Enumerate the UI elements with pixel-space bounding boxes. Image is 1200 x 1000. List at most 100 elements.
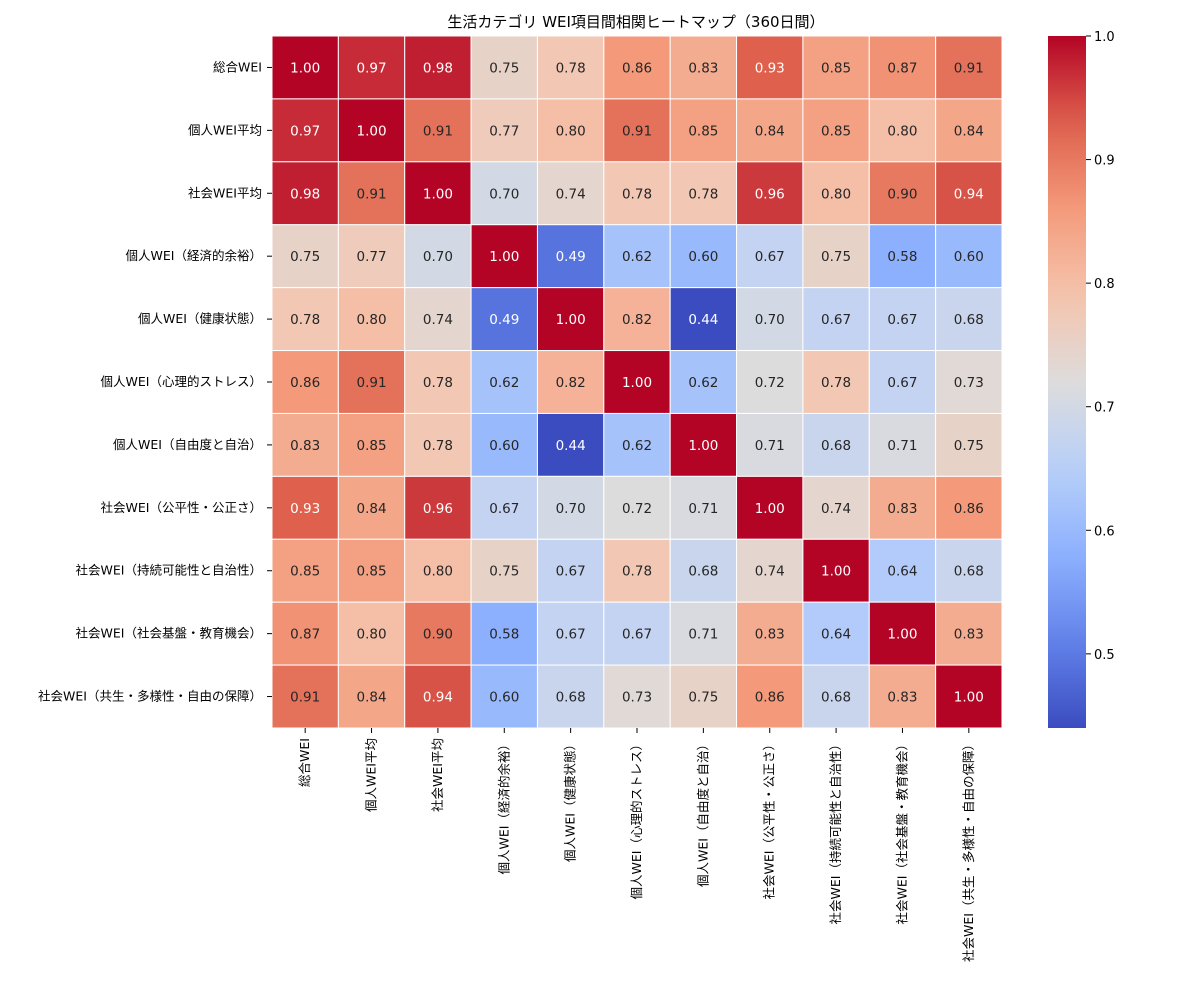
cell-value-label: 0.75 — [489, 564, 519, 580]
cell-value-label: 0.82 — [556, 375, 586, 391]
heatmap-cell — [271, 35, 339, 100]
heatmap-cell — [337, 664, 406, 729]
cell-value-label: 0.49 — [489, 312, 519, 328]
cell-value-label: 0.78 — [821, 375, 851, 391]
cell-value-label: 0.80 — [357, 312, 387, 328]
cell-value-label: 0.75 — [688, 690, 718, 706]
cell-value-label: 1.00 — [556, 312, 586, 328]
cell-value-label: 0.77 — [357, 249, 387, 265]
cell-value-label: 0.62 — [622, 438, 652, 454]
cell-value-label: 0.96 — [423, 501, 453, 517]
cell-value-label: 0.74 — [556, 186, 586, 202]
cell-value-label: 0.85 — [357, 438, 387, 454]
cell-value-label: 0.75 — [489, 60, 519, 76]
heatmap-cell — [603, 98, 671, 163]
cell-value-label: 0.94 — [954, 186, 984, 202]
heatmap-cell — [935, 538, 1003, 603]
cell-value-label: 0.80 — [821, 186, 851, 202]
heatmap-cell — [736, 601, 804, 666]
x-tick-label: 総合WEI — [297, 738, 312, 787]
heatmap-cell — [603, 664, 671, 729]
heatmap-cell — [603, 475, 671, 540]
cell-value-label: 0.68 — [821, 690, 851, 706]
colorbar-tick-label: 1.0 — [1094, 30, 1115, 45]
heatmap-cell — [603, 538, 671, 603]
cell-value-label: 0.91 — [423, 123, 453, 139]
cell-value-label: 1.00 — [755, 501, 785, 517]
heatmap-cell — [935, 35, 1003, 100]
heatmap-cell — [935, 98, 1003, 163]
cell-value-label: 0.67 — [887, 312, 917, 328]
cell-value-label: 0.73 — [622, 690, 652, 706]
cell-value-label: 0.85 — [821, 60, 851, 76]
heatmap-cell — [935, 224, 1003, 289]
heatmap-cell — [868, 475, 937, 540]
y-tick-label: 社会WEI平均 — [188, 185, 262, 200]
heatmap-cell — [802, 538, 870, 603]
cell-value-label: 0.70 — [755, 312, 785, 328]
heatmap-cell — [470, 224, 538, 289]
cell-value-label: 0.94 — [423, 690, 453, 706]
cell-value-label: 0.44 — [688, 312, 718, 328]
colorbar-tick-label: 0.9 — [1094, 154, 1115, 169]
cell-value-label: 1.00 — [622, 375, 652, 391]
heatmap-cell — [404, 538, 472, 603]
cell-value-label: 0.78 — [688, 186, 718, 202]
chart-title: 生活カテゴリ WEI項目間相関ヒートマップ（360日間） — [447, 13, 824, 31]
cell-value-label: 0.68 — [821, 438, 851, 454]
cell-value-label: 0.44 — [556, 438, 586, 454]
heatmap-cell — [868, 224, 937, 289]
heatmap-cell — [669, 412, 738, 477]
cell-value-label: 0.97 — [290, 123, 320, 139]
heatmap-cell — [404, 224, 472, 289]
heatmap-cell — [470, 538, 538, 603]
cell-value-label: 0.58 — [887, 249, 917, 265]
heatmap-cell — [271, 601, 339, 666]
y-tick-label: 社会WEI（共生・多様性・自由の保障） — [38, 689, 262, 704]
heatmap-cell — [337, 287, 406, 352]
cell-value-label: 0.67 — [489, 501, 519, 517]
cell-value-label: 0.82 — [622, 312, 652, 328]
heatmap-cell — [536, 475, 605, 540]
y-tick-label: 個人WEI（経済的余裕） — [126, 248, 262, 263]
cell-value-label: 0.85 — [290, 564, 320, 580]
cell-value-label: 0.71 — [755, 438, 785, 454]
cell-value-label: 0.67 — [755, 249, 785, 265]
cell-value-label: 0.64 — [821, 627, 851, 643]
heatmap-cell — [802, 98, 870, 163]
cell-value-label: 0.83 — [887, 501, 917, 517]
heatmap-cell — [536, 287, 605, 352]
heatmap-cell — [603, 350, 671, 414]
cell-value-label: 0.64 — [887, 564, 917, 580]
cell-value-label: 0.78 — [423, 375, 453, 391]
cell-value-label: 0.80 — [887, 123, 917, 139]
x-tick-label: 社会WEI（共生・多様性・自由の保障） — [961, 738, 976, 962]
heatmap-cell — [404, 664, 472, 729]
cell-value-label: 0.85 — [357, 564, 387, 580]
x-tick-label: 社会WEI（公平性・公正さ） — [762, 738, 777, 899]
heatmap-cell — [736, 475, 804, 540]
cell-value-label: 0.75 — [821, 249, 851, 265]
cell-value-label: 0.62 — [622, 249, 652, 265]
colorbar: 0.5 0.6 0.7 0.8 0.9 1.0 — [1048, 30, 1115, 728]
cell-value-label: 0.73 — [954, 375, 984, 391]
cell-value-label: 0.87 — [887, 60, 917, 76]
cell-value-label: 0.71 — [688, 501, 718, 517]
y-tick-label: 個人WEI平均 — [188, 122, 262, 137]
cell-value-label: 0.62 — [489, 375, 519, 391]
cell-value-label: 0.67 — [821, 312, 851, 328]
cell-value-label: 0.60 — [489, 690, 519, 706]
cell-value-label: 0.83 — [688, 60, 718, 76]
cell-value-label: 0.91 — [290, 690, 320, 706]
cell-value-label: 0.71 — [887, 438, 917, 454]
heatmap-cell — [736, 538, 804, 603]
heatmap-cell — [470, 412, 538, 477]
cell-value-label: 0.68 — [556, 690, 586, 706]
cell-value-label: 0.91 — [357, 186, 387, 202]
cell-value-label: 0.91 — [622, 123, 652, 139]
y-tick-label: 個人WEI（健康状態） — [138, 311, 262, 326]
cell-value-label: 0.80 — [357, 627, 387, 643]
heatmap-cell — [736, 412, 804, 477]
heatmap-cell — [935, 664, 1003, 729]
x-tick-label: 個人WEI平均 — [364, 738, 379, 812]
